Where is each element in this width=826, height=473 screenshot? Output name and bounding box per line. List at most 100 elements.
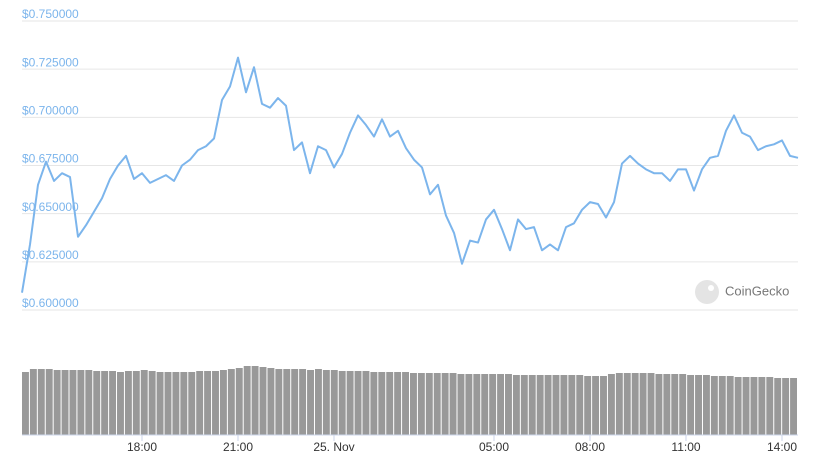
volume-bar — [22, 372, 29, 435]
watermark-icon — [695, 280, 719, 304]
watermark-text: CoinGecko — [725, 283, 789, 298]
volume-bar — [370, 372, 378, 435]
volume-bar — [607, 374, 615, 435]
volume-bar — [69, 370, 77, 435]
volume-bar — [544, 375, 552, 435]
volume-bar — [584, 376, 592, 435]
volume-bar — [124, 371, 132, 435]
y-tick-label: $0.650000 — [22, 200, 79, 214]
price-line — [21, 56, 799, 293]
volume-bar — [481, 374, 489, 435]
volume-bar — [77, 370, 85, 435]
volume-bar — [552, 375, 560, 435]
volume-bar — [394, 372, 402, 435]
volume-bar — [402, 372, 409, 435]
volume-bar — [140, 370, 148, 435]
volume-bar — [338, 371, 346, 435]
volume-bar — [109, 371, 117, 435]
volume-bar — [354, 371, 362, 435]
y-tick-label: $0.625000 — [22, 248, 79, 262]
volume-bar — [132, 371, 140, 435]
volume-bar — [235, 368, 243, 435]
volume-bar — [505, 374, 512, 435]
x-tick-label: 18:00 — [127, 440, 157, 454]
volume-bar — [45, 369, 53, 435]
volume-bar — [204, 371, 212, 435]
volume-bar — [291, 369, 299, 435]
y-tick-label: $0.600000 — [22, 296, 79, 310]
volume-bar — [378, 372, 386, 435]
volume-bar — [726, 376, 734, 435]
volume-bar — [93, 371, 101, 435]
volume-bar — [29, 369, 37, 435]
volume-bar — [362, 371, 370, 435]
volume-bar — [497, 374, 505, 435]
volume-bar — [283, 369, 291, 435]
volume-bar — [489, 374, 497, 435]
volume-bar — [742, 377, 750, 435]
volume-bar — [101, 371, 109, 435]
volume-bar — [243, 366, 251, 435]
volume-bar — [774, 378, 782, 435]
volume-bar — [655, 374, 663, 435]
volume-bar — [410, 373, 417, 435]
volume-bar — [631, 373, 639, 435]
volume-bar — [433, 373, 441, 435]
volume-bar — [679, 374, 687, 435]
volume-bar — [568, 375, 576, 435]
volume-bar — [417, 373, 425, 435]
x-tick-label: 14:00 — [767, 440, 797, 454]
volume-bar — [663, 374, 671, 435]
volume-bar — [386, 372, 394, 435]
volume-bar — [117, 372, 124, 435]
x-tick-label: 11:00 — [671, 440, 700, 454]
volume-bar — [212, 371, 219, 435]
volume-bar — [695, 375, 702, 435]
volume-bar — [275, 369, 283, 435]
volume-bar — [219, 370, 227, 435]
volume-bar — [37, 369, 45, 435]
volume-bar — [734, 377, 742, 435]
volume-bar — [623, 373, 631, 435]
volume-bar — [85, 370, 93, 435]
volume-bar — [61, 370, 69, 435]
volume-bar — [425, 373, 433, 435]
watermark-icon-eye — [708, 285, 714, 291]
volume-bar — [172, 372, 180, 435]
volume-bar — [322, 370, 330, 435]
volume-bar — [267, 368, 275, 435]
volume-bar — [671, 374, 679, 435]
volume-bar — [758, 377, 766, 435]
volume-bar — [465, 374, 473, 435]
volume-bar — [718, 376, 726, 435]
volume-bar — [520, 375, 528, 435]
volume-bar — [639, 373, 647, 435]
volume-bar — [473, 374, 481, 435]
volume-bar — [687, 375, 695, 435]
x-tick-label: 25. Nov — [313, 440, 354, 454]
volume-bar — [259, 367, 267, 435]
volume-bar — [196, 371, 204, 435]
volume-bar — [449, 373, 457, 435]
volume-bar — [750, 377, 758, 435]
volume-bar — [528, 375, 536, 435]
volume-bar — [560, 375, 568, 435]
volume-bar — [307, 370, 314, 435]
volume-bar — [536, 375, 544, 435]
volume-bar — [53, 370, 61, 435]
volume-bar — [576, 375, 584, 435]
volume-bar — [710, 376, 718, 435]
volume-bar — [164, 372, 172, 435]
volume-bar — [615, 373, 623, 435]
volume-bar — [227, 369, 235, 435]
volume-bar — [512, 375, 520, 435]
plot: $0.600000 $0.625000 $0.650000 $0.675000 $0.7… — [21, 7, 799, 454]
volume-bar — [346, 371, 354, 435]
volume-bar — [251, 366, 259, 435]
y-tick-label: $0.700000 — [22, 104, 79, 118]
volume-bar — [188, 372, 196, 435]
volume-bar — [647, 373, 655, 435]
y-tick-label: $0.725000 — [22, 55, 79, 69]
volume-bar — [600, 376, 607, 435]
